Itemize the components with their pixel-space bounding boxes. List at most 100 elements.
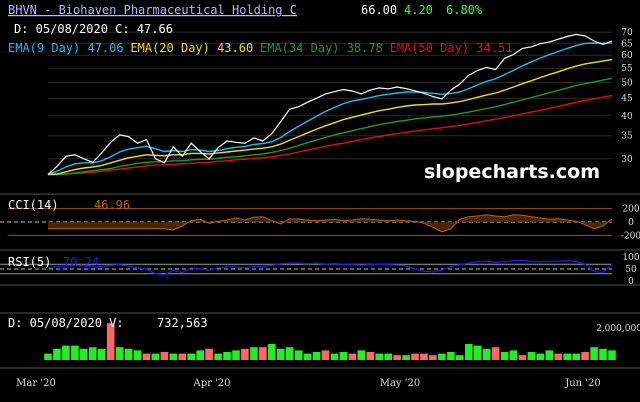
cci-tick-label: -200 <box>621 231 640 241</box>
volume-bar <box>465 344 473 360</box>
volume-bar <box>518 355 527 360</box>
volume-bar <box>357 350 366 360</box>
volume-value: 732,563 <box>157 316 208 330</box>
volume-bar <box>294 350 303 360</box>
volume-bar <box>312 352 321 360</box>
volume-bar <box>259 347 267 360</box>
volume-bar <box>581 352 589 360</box>
volume-bar <box>196 350 204 360</box>
volume-bar <box>97 348 106 360</box>
volume-bar <box>232 350 240 360</box>
price-tick-label: 65 <box>621 39 633 49</box>
volume-bar <box>214 353 222 360</box>
volume-bar <box>133 350 142 360</box>
volume-bar <box>339 352 348 360</box>
cci-label: CCI(14) <box>8 198 59 212</box>
volume-bar <box>142 353 151 360</box>
volume-bar <box>366 352 375 360</box>
volume-bar <box>115 347 124 360</box>
price-tick-label: 50 <box>621 78 633 88</box>
rsi-value: 70.24 <box>63 255 99 269</box>
volume-bar <box>187 353 195 360</box>
volume-bar <box>321 350 330 360</box>
ema50-line <box>48 94 613 176</box>
ema-legend-item: EMA(20 Day) 43.60 <box>130 41 253 55</box>
price-tick-label: 55 <box>621 64 633 74</box>
volume-bar <box>375 353 383 360</box>
price-change: 4.20 <box>404 3 433 17</box>
volume-bar <box>106 323 115 360</box>
ema-legend-item: EMA(50 Day) 34.51 <box>390 41 513 55</box>
rsi-line <box>47 259 613 276</box>
volume-bar <box>545 350 554 360</box>
volume-bar <box>438 353 446 360</box>
volume-bar <box>205 348 213 360</box>
volume-bar <box>71 345 79 360</box>
x-axis-label: Apr '20 <box>192 378 230 389</box>
volume-bar <box>62 345 70 360</box>
price-tick-label: 30 <box>621 155 633 165</box>
x-axis-label: May '20 <box>380 378 421 389</box>
price-line <box>47 33 613 175</box>
ema9-line <box>47 42 613 176</box>
volume-bar <box>491 347 500 360</box>
volume-bar <box>536 353 545 360</box>
volume-bar <box>554 353 563 360</box>
price-tick-label: 45 <box>621 94 633 104</box>
volume-bar <box>285 347 294 360</box>
volume-bar <box>330 353 339 360</box>
volume-bar <box>178 353 187 360</box>
volume-tick-label: 2,000,000 <box>596 324 640 334</box>
volume-bar <box>482 348 491 360</box>
rsi-tick-label: 100 <box>622 253 639 263</box>
volume-bar <box>89 347 97 360</box>
volume-bar <box>608 350 616 360</box>
volume-bar <box>500 352 509 360</box>
volume-bar <box>384 353 392 360</box>
ema34-line <box>48 77 613 176</box>
ema20-line <box>47 58 613 176</box>
cci-line <box>48 214 613 233</box>
volume-bar <box>303 353 312 360</box>
symbol-title: BHVN - Biohaven Pharmaceutical Holding C <box>8 3 297 17</box>
volume-bar <box>277 348 285 360</box>
volume-bar <box>44 353 52 360</box>
volume-bar <box>402 355 410 360</box>
volume-bar <box>53 348 61 360</box>
rsi-tick-label: 50 <box>625 265 637 275</box>
volume-bar <box>447 352 455 360</box>
volume-bar <box>456 355 464 360</box>
volume-bar <box>420 353 428 360</box>
volume-bar <box>527 352 536 360</box>
volume-bar <box>393 355 401 360</box>
volume-bar <box>599 348 607 360</box>
cci-tick-label: 200 <box>622 205 639 215</box>
last-price: 66.00 <box>361 3 397 17</box>
volume-bar <box>563 353 571 360</box>
x-axis-label: Mar '20 <box>16 378 56 389</box>
watermark: slopecharts.com <box>424 161 600 183</box>
cci-value: 46.96 <box>94 198 130 212</box>
ema-legend-item: EMA(34 Day) 38.78 <box>260 41 383 55</box>
price-tick-label: 60 <box>621 51 633 61</box>
date-close-line: D: 05/08/2020 C: 47.66 <box>14 22 173 36</box>
ema-legend-item: EMA(9 Day) 47.06 <box>8 41 124 55</box>
volume-bar <box>429 355 437 360</box>
cci-tick-label: 0 <box>628 218 634 228</box>
price-change-pct: 6.80% <box>446 3 483 17</box>
rsi-tick-label: 0 <box>628 277 634 287</box>
volume-bar <box>241 348 249 360</box>
volume-bar <box>223 352 231 360</box>
price-tick-label: 35 <box>621 132 633 142</box>
x-axis-label: Jun '20 <box>564 378 601 389</box>
price-tick-label: 70 <box>621 28 633 38</box>
volume-bar <box>151 353 160 360</box>
volume-bar <box>80 348 88 360</box>
volume-bar <box>124 348 133 360</box>
price-tick-label: 40 <box>621 112 633 122</box>
volume-bar <box>473 345 482 360</box>
volume-bar <box>348 353 357 360</box>
volume-bar <box>572 353 580 360</box>
volume-bar <box>411 353 419 360</box>
